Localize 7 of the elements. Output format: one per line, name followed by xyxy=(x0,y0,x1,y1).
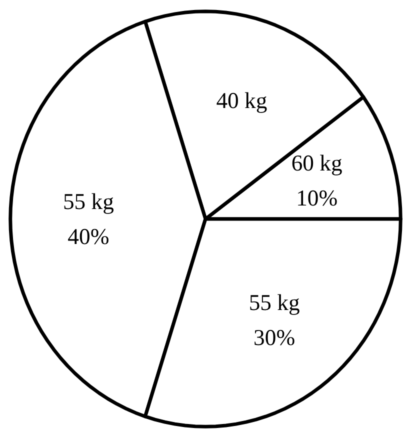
slice-label: 55 kg xyxy=(248,290,300,315)
data-label: 10% xyxy=(296,186,338,211)
data-label: 40% xyxy=(68,224,110,249)
slice-label: 40 kg xyxy=(216,88,268,114)
data-label: 30% xyxy=(254,324,296,350)
slice-label: 60 kg xyxy=(291,150,342,176)
slice-label: 55 kg xyxy=(62,189,114,214)
